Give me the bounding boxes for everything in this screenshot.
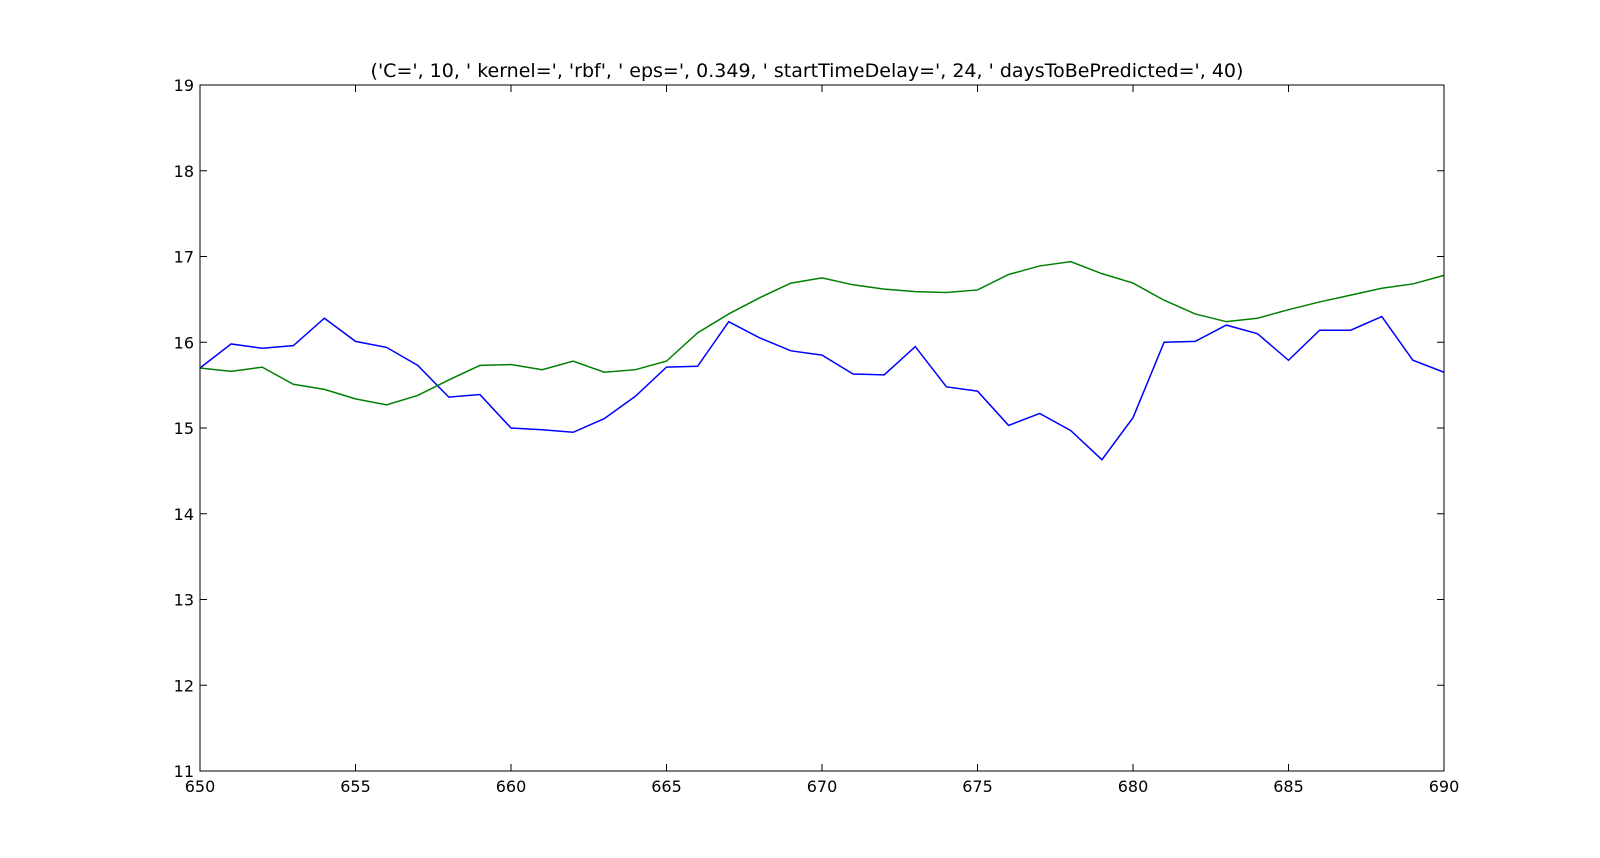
y-tick-label: 12 [174, 676, 194, 695]
y-tick-label: 19 [174, 76, 194, 95]
series-line-2 [199, 260, 1445, 406]
chart-title: ('C=', 10, ' kernel=', 'rbf', ' eps=', 0… [371, 60, 1244, 82]
x-tick-label: 685 [1273, 777, 1304, 796]
y-tick-label: 17 [174, 248, 194, 267]
y-tick-label: 15 [174, 419, 194, 438]
x-tick-label: 675 [962, 777, 993, 796]
x-tick-label: 680 [1118, 777, 1149, 796]
y-tick-label: 14 [174, 505, 194, 524]
y-tick-label: 16 [174, 333, 194, 352]
x-tick-label: 665 [651, 777, 682, 796]
x-tick-label: 670 [807, 777, 838, 796]
x-tick-label: 655 [340, 777, 371, 796]
series-layer [199, 260, 1445, 461]
x-tick-label: 690 [1429, 777, 1460, 796]
series-line-1 [199, 315, 1445, 461]
y-tick-label: 11 [174, 762, 194, 781]
x-tick-label: 650 [185, 777, 216, 796]
axis-ticks: 650 655 660 665 670 675 680 685 690 11 12 13 14 15 16 1… [174, 76, 1460, 796]
x-tick-label: 660 [496, 777, 527, 796]
y-tick-label: 13 [174, 591, 194, 610]
y-tick-label: 18 [174, 162, 194, 181]
plot-frame [199, 84, 1445, 772]
